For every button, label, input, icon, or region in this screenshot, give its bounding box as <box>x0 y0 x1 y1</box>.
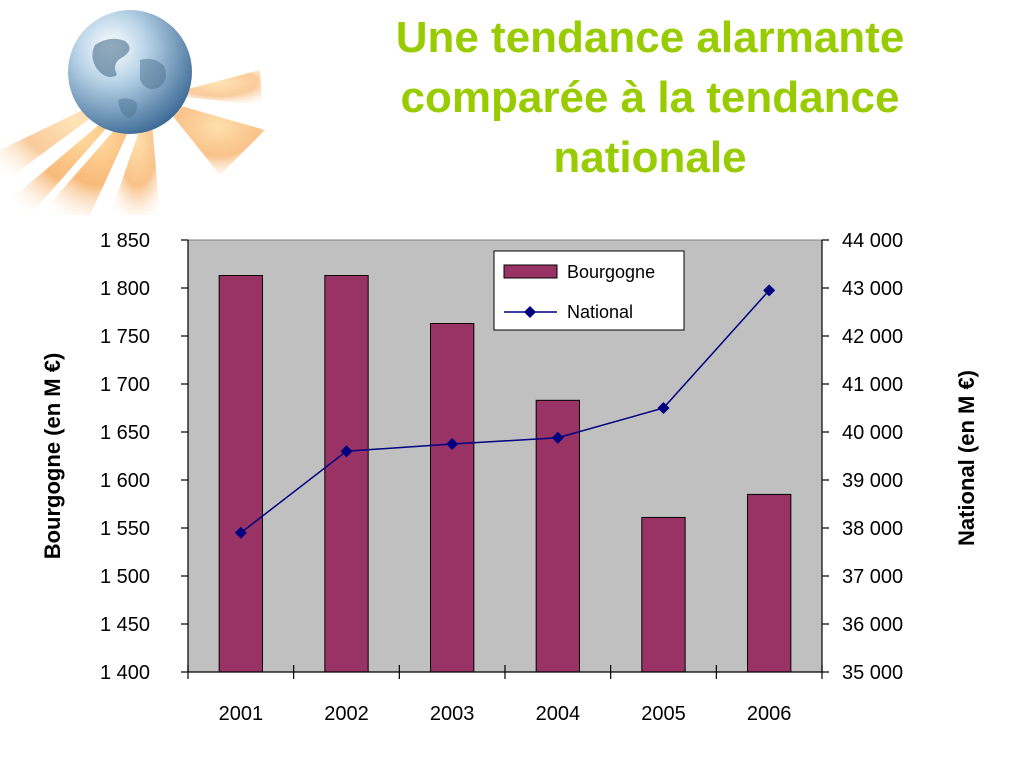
bar-2005 <box>641 516 686 673</box>
national-line-group <box>234 284 776 539</box>
y-axis-left-title: Bourgogne (en M €) <box>40 353 65 560</box>
y-right-tick-label: 43 000 <box>842 278 903 300</box>
y-right-tick-label: 37 000 <box>842 566 903 588</box>
y-right-tick-label: 44 000 <box>842 230 903 252</box>
legend-box <box>493 250 685 331</box>
x-tick-label-2005: 2005 <box>641 703 686 725</box>
national-point-2004 <box>551 431 564 444</box>
y-right-tick-label: 41 000 <box>842 374 903 396</box>
national-point-2003 <box>446 438 459 450</box>
national-line <box>240 289 770 534</box>
x-tick-label-2004: 2004 <box>536 703 581 725</box>
bar-2002 <box>324 275 369 673</box>
national-point-2005 <box>657 402 670 414</box>
legend-label-bourgogne: Bourgogne <box>567 262 655 282</box>
globe-logo <box>0 10 265 215</box>
y-left-tick-label: 1 700 <box>100 374 150 396</box>
y-left-tick-label: 1 450 <box>100 614 150 636</box>
page-title-line-1: Une tendance alarmante <box>395 13 905 62</box>
legend: Bourgogne National <box>493 250 685 331</box>
y-right-tick-label: 36 000 <box>842 614 903 636</box>
legend-swatch-national-marker <box>524 306 536 318</box>
bar-2001 <box>218 275 263 673</box>
bar-2003 <box>430 323 475 673</box>
y-right-tick-label: 42 000 <box>842 326 903 348</box>
page-title-line-2: comparée à la tendance <box>400 73 900 122</box>
national-point-2001 <box>234 526 247 539</box>
legend-label-national: National <box>567 302 633 322</box>
globe-icon <box>68 10 192 134</box>
y-left-tick-label: 1 650 <box>100 422 150 444</box>
bars-group <box>218 275 792 673</box>
y-left-tick-label: 1 850 <box>100 230 150 252</box>
x-tick-label-2002: 2002 <box>324 703 369 725</box>
legend-swatch-bourgogne <box>503 264 558 279</box>
bar-2006 <box>747 493 792 673</box>
y-right-tick-label: 35 000 <box>842 662 903 684</box>
y-right-tick-label: 38 000 <box>842 518 903 540</box>
y-left-tick-label: 1 600 <box>100 470 150 492</box>
page-title-line-3: nationale <box>553 133 747 182</box>
y-right-tick-label: 39 000 <box>842 470 903 492</box>
y-right-tick-label: 40 000 <box>842 422 903 444</box>
x-tick-label-2001: 2001 <box>219 703 264 725</box>
y-left-tick-label: 1 500 <box>100 566 150 588</box>
y-left-tick-label: 1 800 <box>100 278 150 300</box>
bar-2004 <box>535 399 580 673</box>
x-tick-label-2003: 2003 <box>430 703 475 725</box>
y-left-tick-label: 1 550 <box>100 518 150 540</box>
y-left-tick-label: 1 750 <box>100 326 150 348</box>
y-axis-right-title: National (en M €) <box>954 370 979 546</box>
national-point-2002 <box>340 445 353 458</box>
x-tick-label-2006: 2006 <box>747 703 792 725</box>
national-point-2006 <box>763 284 776 297</box>
y-left-tick-label: 1 400 <box>100 662 150 684</box>
axes-group: 1 400 1 450 1 500 1 550 1 600 1 650 1 700 1 750… <box>100 230 903 725</box>
